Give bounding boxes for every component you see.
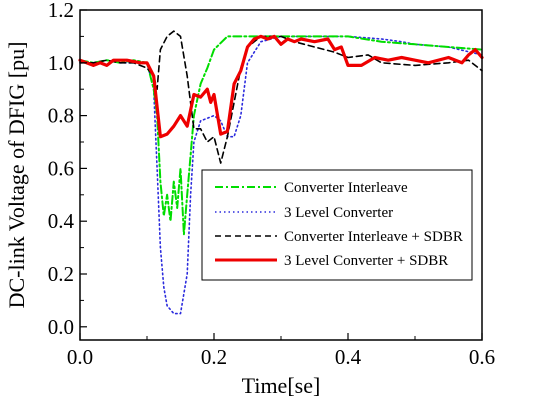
series-line-3-level-converter-plus-sdbr — [78, 34, 484, 139]
legend-label-3-level-converter-sdbr: 3 Level Converter + SDBR — [284, 253, 448, 269]
y-tick-label: 0.0 — [48, 315, 74, 339]
ticks-layer: 0.0 0.2 0.4 0.6 0.0 0.2 0.4 0.6 0.8 1.0 1.2 — [48, 0, 495, 369]
legend: Converter Interleave 3 Level Converter C… — [201, 169, 473, 281]
y-tick-label: 0.6 — [48, 156, 74, 180]
legend-label-converter-interleave: Converter Interleave — [284, 180, 408, 196]
x-tick-label: 0.6 — [469, 345, 495, 369]
y-tick-label: 1.2 — [48, 0, 74, 22]
x-tick-label: 0.4 — [335, 345, 362, 369]
y-tick-label: 0.8 — [48, 104, 74, 128]
series-line-converter-interleave-plus-sdbr — [79, 30, 483, 164]
y-tick-label: 0.4 — [48, 209, 75, 233]
x-tick-label: 0.0 — [67, 345, 93, 369]
series-layer — [78, 30, 484, 315]
x-tick-label: 0.2 — [201, 345, 227, 369]
legend-label-3-level-converter: 3 Level Converter — [284, 205, 393, 221]
x-axis-title: Time[se] — [242, 373, 321, 398]
y-tick-label: 1.0 — [48, 51, 74, 75]
legend-label-converter-interleave-sdbr: Converter Interleave + SDBR — [284, 229, 463, 245]
y-axis-title: DC-link Voltage of DFIG [pu] — [4, 42, 29, 309]
y-tick-label: 0.2 — [48, 262, 74, 286]
legend-box — [201, 169, 473, 281]
